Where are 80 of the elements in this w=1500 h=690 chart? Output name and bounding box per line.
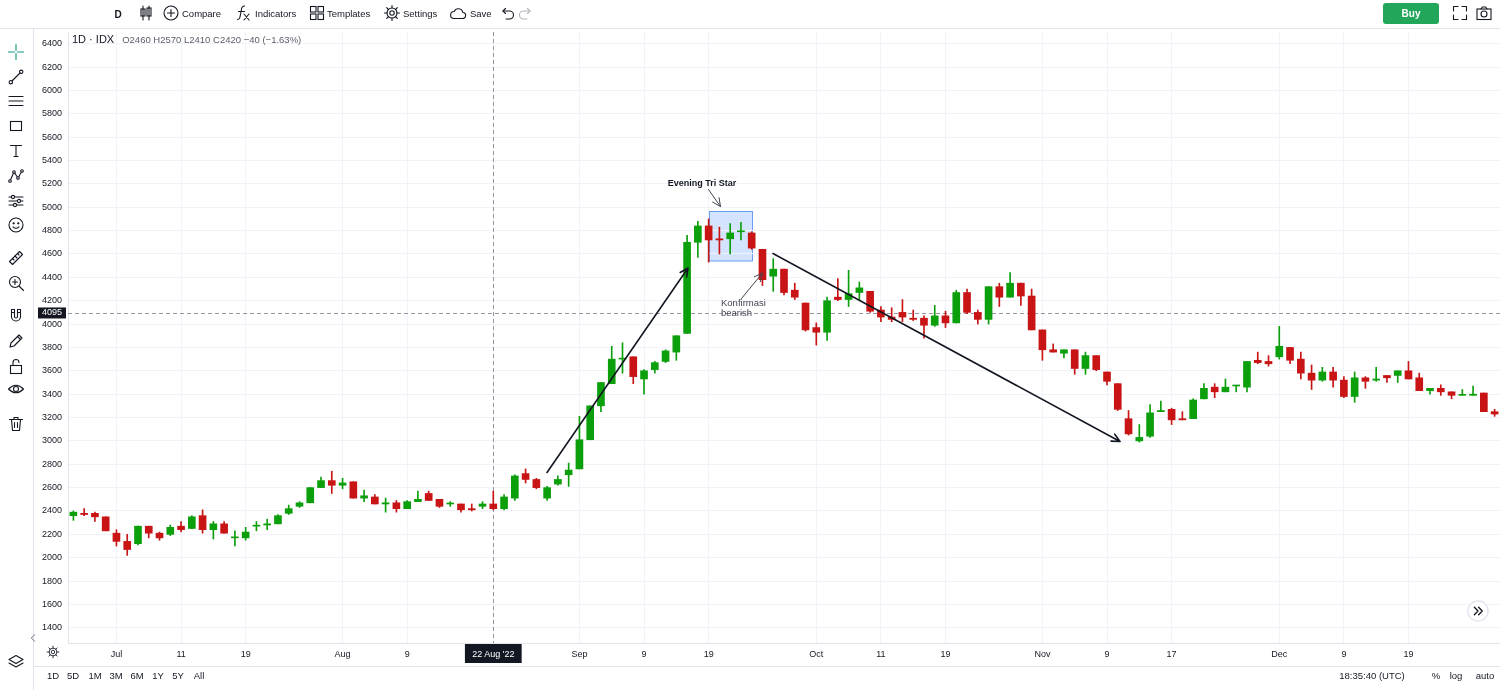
- y-tick-label: 4200: [41, 295, 62, 306]
- y-tick-label: 3400: [41, 388, 62, 399]
- y-tick-label: 2000: [41, 552, 62, 563]
- y-tick-label: 2600: [41, 482, 62, 493]
- candlestick: [1253, 351, 1262, 365]
- y-tick-label: 6200: [41, 61, 62, 72]
- candlestick: [909, 309, 918, 321]
- text: Compare: [182, 8, 222, 20]
- y-tick-label: 6000: [41, 84, 62, 95]
- y-tick-label: 2200: [41, 528, 62, 539]
- y-tick-label: 1400: [41, 622, 62, 633]
- y-tick-label: 4400: [41, 271, 62, 282]
- y-tick-label: 3800: [41, 341, 62, 352]
- x-tick-label: 19: [1403, 648, 1414, 659]
- y-tick-label: 3600: [41, 365, 62, 376]
- x-tick-label: 9: [641, 648, 647, 659]
- y-tick-label: 5000: [41, 201, 62, 212]
- text: %: [1431, 670, 1441, 682]
- y-tick-label: 1600: [41, 598, 62, 609]
- y-tick-label: 3000: [41, 435, 62, 446]
- text: 5D: [66, 670, 80, 682]
- text: 1Y: [152, 670, 164, 682]
- x-tick-label: 11: [876, 648, 886, 659]
- candlestick: [834, 278, 842, 302]
- text: Settings: [403, 8, 438, 20]
- y-tick-label: 5400: [41, 154, 62, 165]
- y-tick-label: 4800: [41, 225, 62, 236]
- text: 1M: [88, 670, 102, 682]
- x-tick-label: 19: [703, 648, 714, 659]
- y-tick-label: 4000: [41, 318, 62, 329]
- x-tick-label: 9: [1104, 648, 1110, 659]
- x-tick-label: 19: [240, 648, 251, 659]
- x-tick-label: Dec: [1271, 648, 1288, 659]
- ref-line-label: 4095: [41, 307, 63, 318]
- y-tick-label: 5200: [41, 178, 62, 189]
- x-tick-label: 11: [176, 648, 186, 659]
- text: 6M: [130, 670, 144, 682]
- y-tick-label: 1800: [41, 575, 62, 586]
- x-tick-label: Jul: [110, 648, 123, 659]
- candlestick: [1469, 385, 1477, 396]
- y-tick-label: 5800: [41, 108, 62, 119]
- candlestick: [80, 508, 88, 516]
- text: D: [114, 7, 122, 21]
- chart-title: 1D · IDX: [72, 33, 115, 45]
- text: 1D: [46, 670, 60, 682]
- text: Indicators: [255, 8, 297, 20]
- candlestick: [1458, 389, 1467, 396]
- text: Buy: [1401, 7, 1421, 20]
- candlestick: [769, 258, 778, 292]
- candlestick: [737, 222, 745, 241]
- y-tick-label: 6400: [41, 38, 62, 49]
- y-tick-label: 3200: [41, 412, 62, 423]
- candlestick: [1135, 424, 1144, 443]
- x-tick-label: 9: [404, 648, 410, 659]
- annotation: Konfirmasi bearish: [721, 297, 767, 318]
- y-tick-label: 2800: [41, 458, 62, 469]
- candlestick: [1157, 400, 1165, 413]
- text: Templates: [327, 8, 371, 20]
- y-tick-label: 4600: [41, 248, 62, 259]
- text: 18:35:40 (UTC): [1339, 670, 1405, 682]
- candlestick: [726, 223, 734, 255]
- x-tick-label: 17: [1166, 648, 1177, 659]
- x-tick-label: 19: [940, 648, 951, 659]
- y-tick-label: 2400: [41, 505, 62, 516]
- x-tick-label: Oct: [809, 648, 824, 659]
- candlestick: [360, 489, 368, 502]
- x-tick-label: 9: [1341, 648, 1347, 659]
- x-tick-label: Sep: [571, 648, 588, 659]
- text: Save: [470, 8, 492, 20]
- y-tick-label: 5600: [41, 131, 62, 142]
- text: All: [193, 670, 205, 682]
- x-tick-label: Nov: [1034, 648, 1051, 659]
- chart-subtitle: O2460 H2570 L2410 C2420 −40 (−1.63%): [122, 34, 302, 45]
- text: auto: [1475, 670, 1495, 682]
- text: log: [1449, 670, 1463, 682]
- annotation: Evening Tri Star: [667, 177, 737, 189]
- x-tick-label: 22 Aug '22: [472, 648, 515, 659]
- text: 5Y: [172, 670, 184, 682]
- text: 3M: [109, 670, 123, 682]
- x-tick-label: Aug: [334, 648, 351, 659]
